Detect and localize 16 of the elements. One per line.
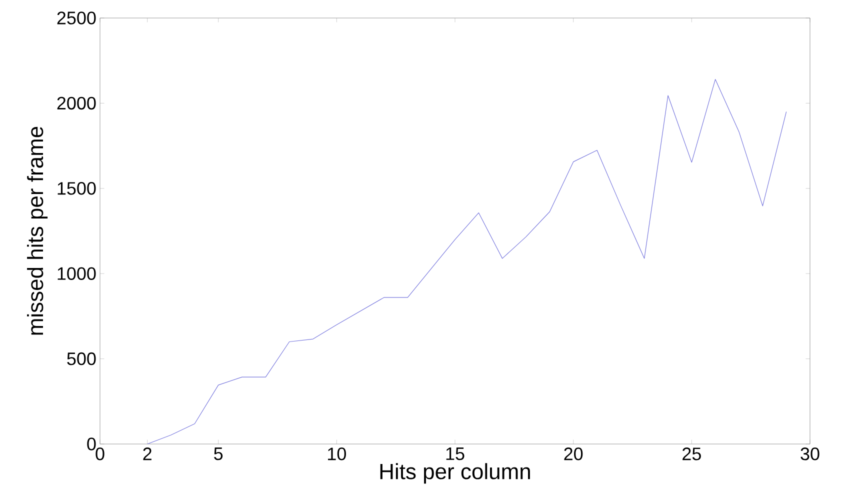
y-tick-label: 1500 <box>58 182 96 195</box>
x-tick-label: 0 <box>96 448 104 460</box>
y-tick-label: 1000 <box>58 267 96 280</box>
x-tick-label: 10 <box>328 448 346 460</box>
y-axis-title: missed hits per frame <box>27 126 48 335</box>
x-tick-label: 30 <box>800 448 820 460</box>
x-tick-label: 2 <box>143 448 152 460</box>
x-tick-label: 25 <box>682 448 701 460</box>
x-tick-label: 20 <box>564 448 583 460</box>
y-tick-label: 2000 <box>57 96 96 110</box>
y-tick-label: 2500 <box>57 12 96 24</box>
x-axis-title: Hits per column <box>380 463 530 484</box>
x-tick-label: 5 <box>214 448 223 460</box>
y-tick-label: 0 <box>87 438 96 450</box>
y-tick-label: 500 <box>67 352 96 366</box>
x-tick-label: 15 <box>446 448 464 460</box>
